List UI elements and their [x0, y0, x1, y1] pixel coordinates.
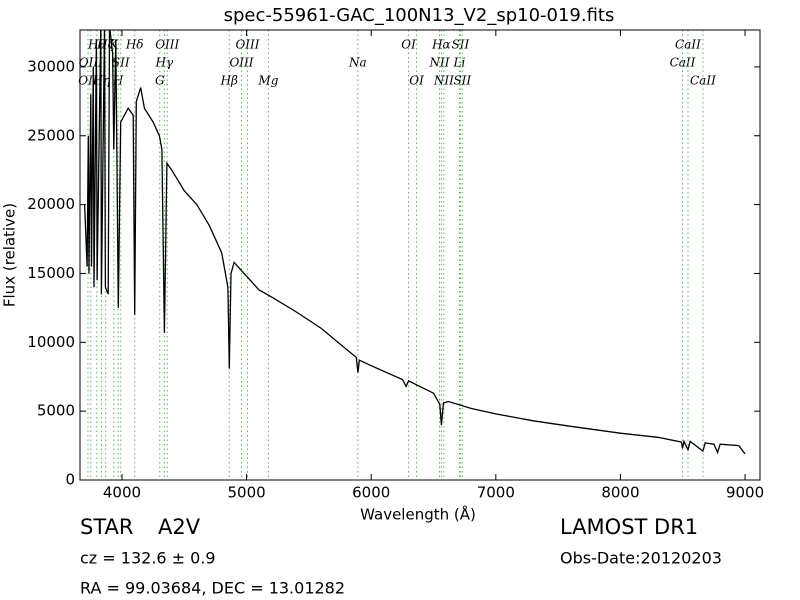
line-label: CaII: [675, 38, 701, 52]
y-tick-label: 0: [65, 471, 75, 489]
line-label: Hγ: [155, 56, 174, 70]
y-tick-label: 10000: [27, 333, 75, 351]
line-label: SII: [112, 56, 130, 70]
x-tick-label: 6000: [352, 484, 390, 502]
x-tick-label: 9000: [726, 484, 764, 502]
obs-date: Obs-Date:20120203: [560, 549, 722, 568]
x-tick-label: 5000: [228, 484, 266, 502]
line-label: G: [155, 74, 165, 88]
y-tick-label: 15000: [27, 264, 75, 282]
coords: RA = 99.03684, DEC = 13.01282: [80, 579, 345, 598]
x-axis-label: Wavelength (Å): [360, 505, 476, 524]
line-label: NII: [433, 74, 454, 88]
x-tick-label: 4000: [103, 484, 141, 502]
line-label: SII: [452, 38, 470, 52]
line-label: Hα: [431, 38, 451, 52]
y-axis-label: Flux (relative): [1, 203, 19, 307]
spectrum: [83, 30, 746, 455]
line-label: OI: [409, 74, 424, 88]
line-label: SII: [453, 74, 471, 88]
plot-frame: [79, 29, 761, 481]
subclass: A2V: [158, 515, 201, 539]
survey: LAMOST DR1: [560, 515, 698, 539]
line-label: Na: [348, 56, 367, 70]
line-label: Hδ: [125, 38, 144, 52]
line-label: OIII: [229, 56, 253, 70]
line-label: NII: [429, 56, 450, 70]
y-tick-label: 25000: [27, 126, 75, 144]
class: STAR: [80, 515, 133, 539]
line-label: Mg: [257, 74, 278, 88]
line-label: Hβ: [220, 74, 238, 88]
redshift: cz = 132.6 ± 0.9: [80, 549, 216, 568]
y-tick-label: 20000: [27, 195, 75, 213]
line-label: H: [112, 74, 124, 88]
line-label: K: [108, 38, 119, 52]
line-label: Li: [453, 56, 466, 70]
chart-title: spec-55961-GAC_100N13_V2_sp10-019.fits: [224, 5, 615, 26]
line-label: OI: [401, 38, 416, 52]
x-tick-label: 8000: [601, 484, 639, 502]
x-tick-label: 7000: [477, 484, 515, 502]
line-label: CaII: [670, 56, 696, 70]
y-tick-label: 5000: [37, 402, 75, 420]
line-label: OIII: [235, 38, 259, 52]
y-tick-label: 30000: [27, 57, 75, 75]
line-label: CaII: [690, 74, 716, 88]
line-label: OIII: [155, 38, 179, 52]
